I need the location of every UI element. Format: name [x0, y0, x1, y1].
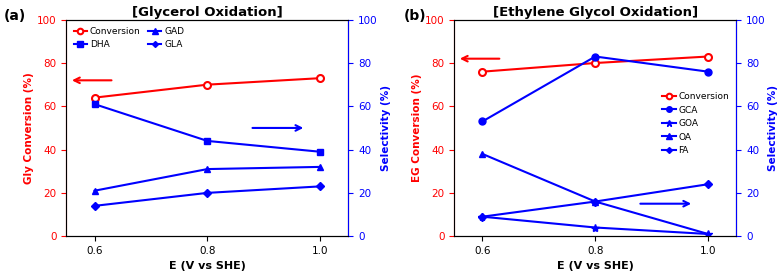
Y-axis label: EG Conversion (%): EG Conversion (%) — [412, 74, 422, 182]
Text: (b): (b) — [404, 9, 426, 23]
Legend: Conversion, DHA, GAD, GLA: Conversion, DHA, GAD, GLA — [71, 24, 187, 52]
X-axis label: E (V vs SHE): E (V vs SHE) — [169, 261, 246, 271]
Y-axis label: Selectivity (%): Selectivity (%) — [380, 85, 390, 171]
Title: [Ethylene Glycol Oxidation]: [Ethylene Glycol Oxidation] — [492, 6, 698, 19]
Text: (a): (a) — [4, 9, 27, 23]
Legend: Conversion, GCA, GOA, OA, FA: Conversion, GCA, GOA, OA, FA — [659, 89, 731, 158]
X-axis label: E (V vs SHE): E (V vs SHE) — [557, 261, 633, 271]
Title: [Glycerol Oxidation]: [Glycerol Oxidation] — [132, 6, 283, 19]
Y-axis label: Gly Conversion (%): Gly Conversion (%) — [24, 72, 34, 184]
Y-axis label: Selectivity (%): Selectivity (%) — [768, 85, 779, 171]
